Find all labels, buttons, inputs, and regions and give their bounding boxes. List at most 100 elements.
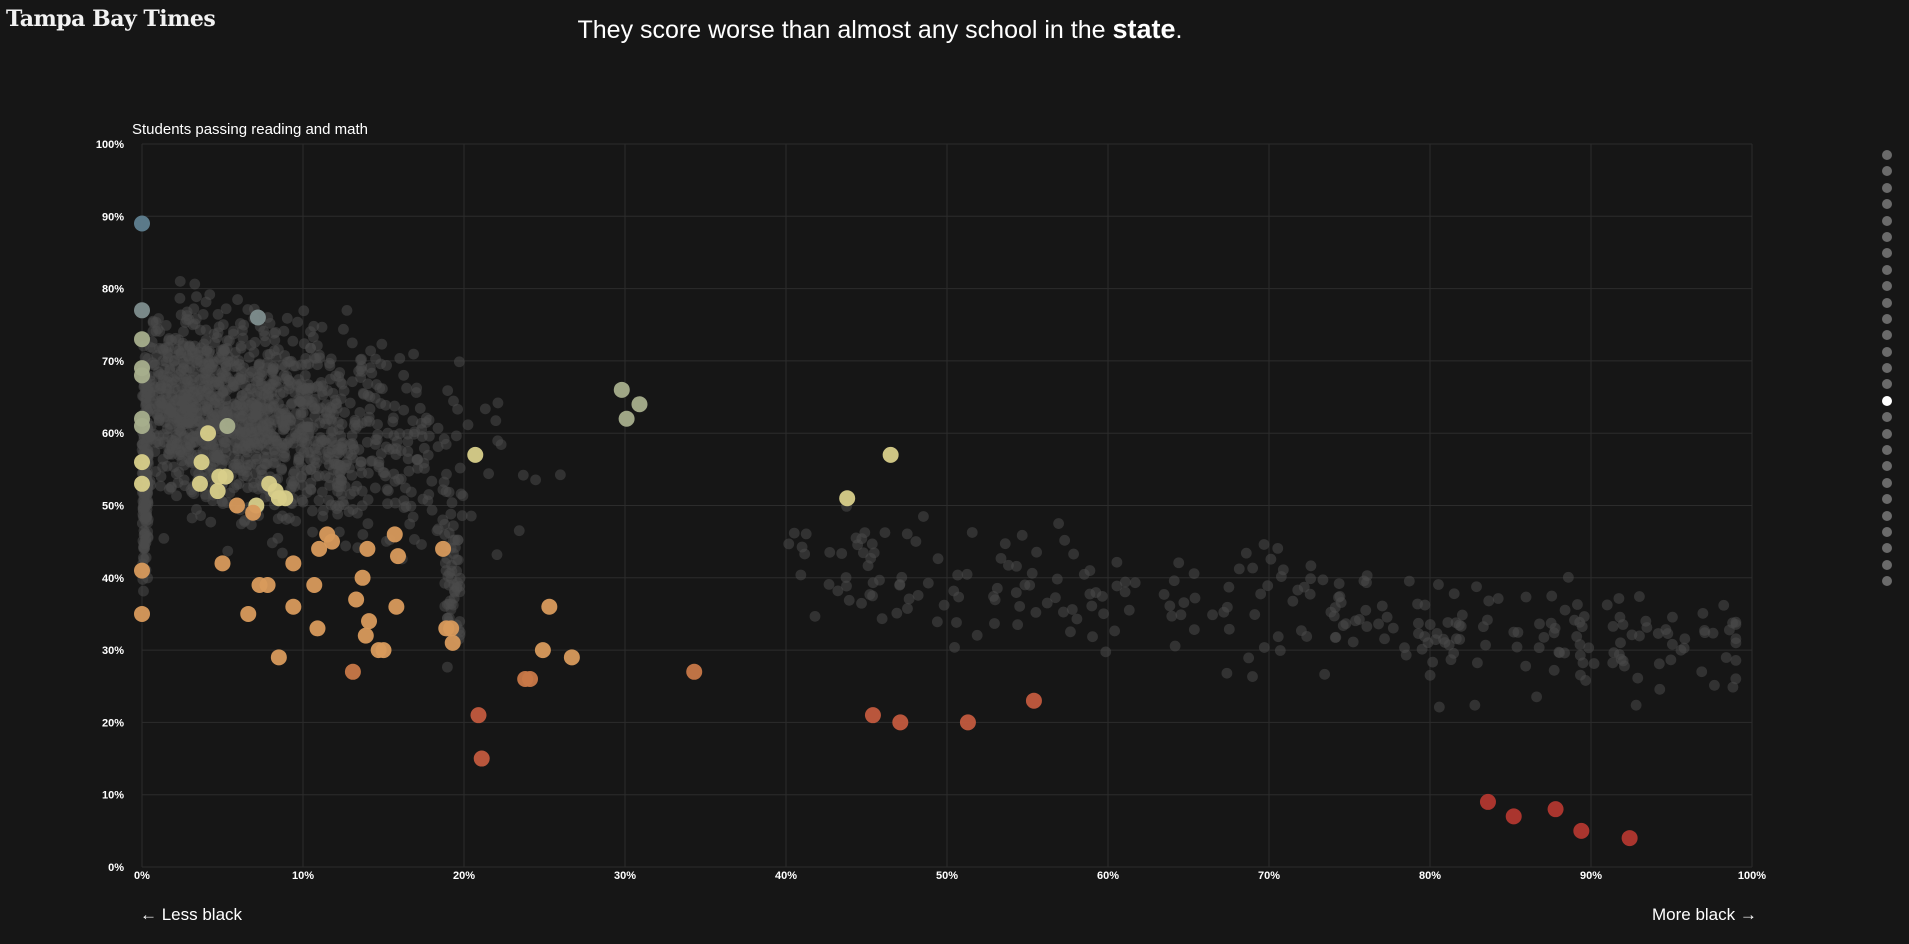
step-dot[interactable]: [1882, 264, 1892, 275]
step-dot[interactable]: [1882, 379, 1892, 390]
school-point: [1554, 647, 1565, 659]
highlighted-school-point[interactable]: [277, 490, 294, 507]
step-dot[interactable]: [1882, 166, 1892, 177]
highlighted-school-point[interactable]: [348, 591, 365, 608]
step-dot[interactable]: [1882, 510, 1892, 521]
highlighted-school-point[interactable]: [443, 620, 460, 637]
highlighted-school-point[interactable]: [618, 410, 635, 427]
highlighted-school-point[interactable]: [134, 562, 150, 579]
school-point: [215, 372, 226, 384]
highlighted-school-point[interactable]: [191, 475, 208, 492]
step-dot[interactable]: [1882, 494, 1892, 505]
step-dot[interactable]: [1882, 215, 1892, 226]
highlighted-school-point[interactable]: [134, 605, 150, 622]
highlighted-school-point[interactable]: [311, 540, 328, 557]
highlighted-school-point[interactable]: [1621, 830, 1638, 847]
step-dot[interactable]: [1882, 461, 1892, 472]
highlighted-school-point[interactable]: [522, 671, 539, 688]
highlighted-school-point[interactable]: [354, 569, 371, 586]
highlighted-school-point[interactable]: [134, 215, 150, 232]
highlighted-school-point[interactable]: [1573, 822, 1590, 839]
step-dot[interactable]: [1882, 428, 1892, 439]
highlighted-school-point[interactable]: [270, 649, 287, 666]
highlighted-school-point[interactable]: [882, 446, 899, 463]
school-point: [362, 518, 374, 530]
highlighted-school-point[interactable]: [1025, 692, 1042, 709]
step-dot[interactable]: [1882, 199, 1892, 210]
step-dot[interactable]: [1882, 150, 1892, 160]
highlighted-school-point[interactable]: [323, 533, 340, 550]
highlighted-school-point[interactable]: [214, 555, 231, 572]
step-dot[interactable]: [1882, 363, 1892, 374]
highlighted-school-point[interactable]: [839, 490, 856, 507]
highlighted-school-point[interactable]: [134, 367, 150, 384]
highlighted-school-point[interactable]: [357, 627, 374, 644]
step-dot[interactable]: [1882, 313, 1892, 324]
highlighted-school-point[interactable]: [534, 642, 551, 659]
highlighted-school-point[interactable]: [134, 475, 150, 492]
highlighted-school-point[interactable]: [285, 555, 302, 572]
step-dot[interactable]: [1882, 543, 1892, 554]
step-dot[interactable]: [1882, 412, 1892, 423]
highlighted-school-point[interactable]: [1505, 808, 1522, 825]
step-dot[interactable]: [1882, 231, 1892, 242]
step-dot[interactable]: [1882, 576, 1892, 587]
highlighted-school-point[interactable]: [259, 577, 276, 594]
step-dot[interactable]: [1882, 395, 1892, 406]
highlighted-school-point[interactable]: [467, 446, 484, 463]
highlighted-school-point[interactable]: [209, 483, 226, 500]
highlighted-school-point[interactable]: [228, 497, 245, 514]
highlighted-school-point[interactable]: [435, 540, 452, 557]
highlighted-school-point[interactable]: [240, 605, 257, 622]
highlighted-school-point[interactable]: [389, 548, 406, 565]
highlighted-school-point[interactable]: [306, 577, 323, 594]
highlighted-school-point[interactable]: [134, 331, 150, 348]
school-point: [1675, 644, 1687, 656]
step-dot[interactable]: [1882, 445, 1892, 456]
school-point: [1442, 617, 1454, 628]
highlighted-school-point[interactable]: [375, 642, 392, 659]
step-dot[interactable]: [1882, 248, 1892, 259]
step-dot[interactable]: [1882, 281, 1892, 292]
highlighted-school-point[interactable]: [686, 663, 703, 680]
highlighted-school-point[interactable]: [309, 620, 326, 637]
highlighted-school-point[interactable]: [285, 598, 302, 615]
highlighted-school-point[interactable]: [470, 707, 487, 724]
step-dot[interactable]: [1882, 182, 1892, 193]
step-dot[interactable]: [1882, 330, 1892, 341]
step-dot[interactable]: [1882, 346, 1892, 357]
highlighted-school-point[interactable]: [361, 613, 378, 630]
highlighted-school-point[interactable]: [245, 504, 262, 521]
highlighted-school-point[interactable]: [613, 381, 630, 398]
brand-logo[interactable]: Tampa Bay Times: [6, 6, 216, 32]
highlighted-school-point[interactable]: [631, 396, 648, 413]
school-point: [1427, 656, 1439, 668]
highlighted-school-point[interactable]: [563, 649, 580, 666]
step-dot[interactable]: [1882, 559, 1892, 570]
highlighted-school-point[interactable]: [473, 750, 490, 767]
school-point: [231, 479, 243, 491]
highlighted-school-point[interactable]: [892, 714, 909, 731]
highlighted-school-point[interactable]: [193, 454, 210, 471]
highlighted-school-point[interactable]: [359, 540, 376, 557]
school-point: [278, 450, 290, 462]
highlighted-school-point[interactable]: [217, 468, 234, 485]
step-dot[interactable]: [1882, 297, 1892, 308]
highlighted-school-point[interactable]: [249, 309, 266, 326]
step-dot[interactable]: [1882, 526, 1892, 537]
highlighted-school-point[interactable]: [134, 454, 150, 471]
highlighted-school-point[interactable]: [1479, 793, 1496, 810]
highlighted-school-point[interactable]: [541, 598, 558, 615]
step-dot[interactable]: [1882, 477, 1892, 488]
highlighted-school-point[interactable]: [959, 714, 976, 731]
highlighted-school-point[interactable]: [444, 634, 461, 651]
highlighted-school-point[interactable]: [1547, 801, 1564, 818]
highlighted-school-point[interactable]: [386, 526, 403, 543]
highlighted-school-point[interactable]: [388, 598, 405, 615]
highlighted-school-point[interactable]: [134, 417, 150, 434]
highlighted-school-point[interactable]: [200, 425, 217, 442]
highlighted-school-point[interactable]: [134, 302, 150, 319]
highlighted-school-point[interactable]: [344, 663, 361, 680]
highlighted-school-point[interactable]: [219, 417, 236, 434]
highlighted-school-point[interactable]: [864, 707, 881, 724]
